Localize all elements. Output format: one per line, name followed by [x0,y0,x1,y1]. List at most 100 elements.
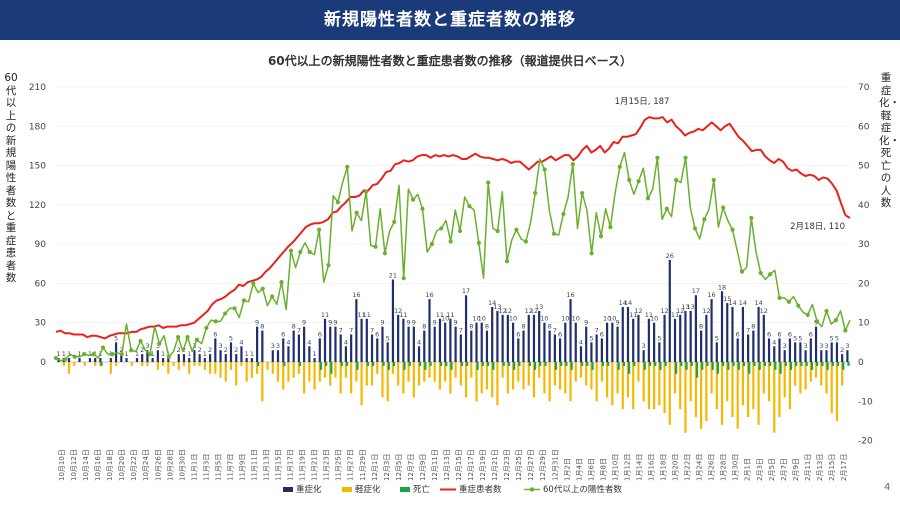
bar-mild [778,362,781,417]
bar-severe [109,358,112,362]
x-tick-label: 12月5日 [395,454,403,481]
x-tick-label: 12月11日 [431,449,439,481]
bar-severe [741,307,745,362]
marker-positive-60plus [533,190,538,196]
bar-mild [814,362,818,378]
x-tick-label: 12月1日 [371,454,379,481]
bar-severe [438,318,442,362]
bar-death [445,362,448,366]
bar-mild [188,362,191,374]
bar-mild [193,362,196,366]
bar-severe [658,342,661,362]
bar-death [795,362,798,366]
bar-mild [229,362,233,370]
bar-mild [250,362,253,378]
bar-severe [135,358,139,362]
bar-mild [626,362,630,398]
bar-death [779,362,782,374]
bar-severe [621,307,624,362]
bar-death [392,362,396,366]
bar-severe [642,350,645,362]
data-label: 8 [469,323,473,331]
legend-swatch-marker [529,487,535,492]
data-label: 10 [603,315,611,323]
marker-positive-60plus [241,298,247,303]
bar-severe [527,314,530,362]
marker-positive-60plus [721,205,726,210]
bar-severe [804,350,807,362]
bar-mild [407,362,410,382]
bar-mild [438,362,442,390]
bar-mild [449,362,452,394]
data-label: 5 [835,334,839,342]
data-label: 6 [600,330,604,338]
bar-severe [250,358,253,362]
marker-positive-60plus [270,294,275,299]
bar-mild [182,362,186,366]
x-tick-label: 1月30日 [732,454,740,481]
y-axis-left-label: 60代以上の新規陽性者数と重症患者数 [4,72,18,284]
bar-severe [564,322,567,362]
bar-severe [339,334,342,362]
x-tick-label: 2月9日 [792,458,800,481]
data-label: 14 [754,299,762,307]
data-label: 3 [819,342,823,350]
bar-death [450,362,453,370]
marker-positive-60plus [298,249,303,255]
data-label: 10 [478,315,486,323]
x-tick-label: 11月23日 [323,449,331,481]
y-right-tick-label: -10 [858,397,873,407]
marker-positive-60plus [655,155,660,160]
bar-severe [585,326,588,362]
x-tick-label: 12月25日 [515,449,523,481]
data-label: 8 [521,323,525,331]
x-tick-label: 11月25日 [335,449,343,481]
bar-mild [161,362,165,366]
marker-positive-60plus [758,270,763,276]
data-label: 1 [62,350,66,358]
bar-severe [825,350,828,362]
marker-positive-60plus [457,228,463,234]
bar-severe [125,358,128,362]
bar-severe [417,346,421,362]
marker-positive-60plus [664,206,669,211]
bar-death [706,362,709,366]
bar-death [591,362,594,370]
bar-mild [62,362,65,366]
bar-mild [548,362,551,402]
marker-positive-60plus [815,319,820,324]
data-label: 10 [561,315,569,323]
marker-positive-60plus [711,177,716,183]
bar-mild [287,362,290,382]
bar-severe [522,330,525,362]
bar-mild [67,362,71,374]
bar-severe [161,358,165,362]
bar-severe [224,354,227,362]
bar-mild [522,362,525,390]
data-label: 8 [751,323,755,331]
bar-mild [261,362,264,402]
data-label: 6 [375,330,379,338]
data-label: 12 [530,307,538,315]
marker-positive-60plus [683,155,688,160]
bar-severe [454,326,457,362]
marker-positive-60plus [598,234,604,239]
data-label: 7 [297,327,301,335]
marker-positive-60plus [786,299,792,304]
bar-severe [663,314,666,362]
y-left-tick-label: 30 [35,319,47,329]
data-label: 26 [666,252,674,260]
x-tick-label: 1月8日 [599,458,607,481]
x-tick-label: 11月5日 [214,454,222,481]
bar-mild [266,362,269,370]
marker-positive-60plus [232,306,237,311]
bar-death [554,362,558,370]
bar-severe [428,299,431,362]
x-tick-label: 2月1日 [744,458,752,481]
y-right-tick-label: 20 [858,279,870,289]
bar-death [387,362,390,370]
bar-death [664,362,667,366]
x-tick-label: 11月17日 [287,449,295,481]
x-tick-label: 1月24日 [696,454,704,481]
data-label: 11 [399,311,407,319]
